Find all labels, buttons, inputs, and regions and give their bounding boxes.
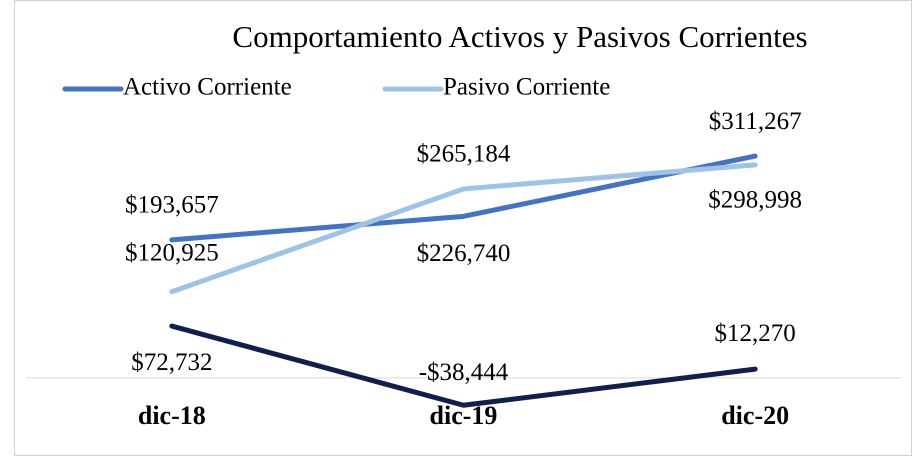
legend-label: Activo Corriente (123, 74, 292, 101)
data-label: $226,740 (417, 240, 511, 267)
x-tick-label: dic-18 (138, 401, 206, 430)
legend-label: Pasivo Corriente (443, 74, 610, 101)
chart-title: Comportamiento Activos y Pasivos Corrien… (232, 19, 807, 54)
data-label: $265,184 (417, 141, 511, 168)
data-label: $193,657 (125, 192, 219, 219)
data-label: $120,925 (125, 239, 219, 266)
series-line (169, 153, 758, 243)
data-label: $311,267 (709, 108, 802, 135)
data-label: -$38,444 (419, 359, 509, 386)
data-label: $72,732 (131, 349, 212, 376)
data-label: $298,998 (708, 187, 802, 214)
x-tick-label: dic-20 (721, 401, 789, 430)
data-label: $12,270 (715, 320, 796, 347)
series-line (169, 323, 758, 408)
series-line (169, 162, 758, 295)
chart-frame (14, 0, 912, 456)
